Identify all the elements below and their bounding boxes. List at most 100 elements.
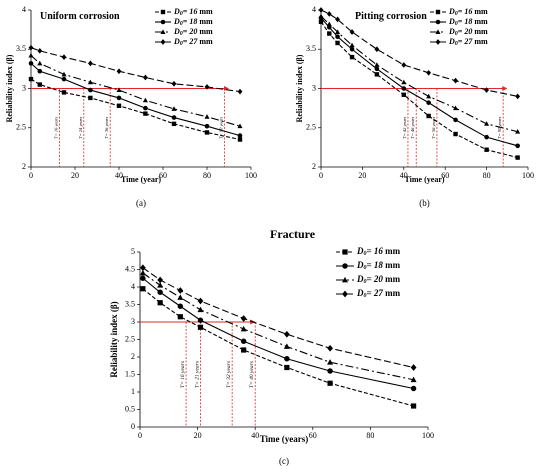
y-tick-label: 1 [131, 387, 135, 396]
data-point [204, 123, 210, 129]
data-point [204, 130, 210, 135]
data-point [326, 24, 332, 30]
data-point [28, 76, 34, 82]
data-point [37, 82, 42, 87]
legend-marker [160, 19, 166, 25]
panel-caption: (c) [279, 456, 289, 466]
data-point [88, 95, 93, 101]
data-point [515, 143, 520, 149]
data-point [401, 79, 407, 85]
data-point [326, 11, 332, 17]
y-tick-label: 4.5 [125, 264, 135, 273]
y-tick-label: 3 [131, 317, 135, 326]
data-point [116, 95, 122, 101]
data-point [61, 76, 67, 82]
data-point [237, 88, 243, 95]
data-point [157, 276, 164, 284]
data-point [177, 287, 184, 294]
data-point [61, 54, 67, 60]
series-line [142, 267, 414, 369]
data-point [240, 315, 247, 322]
legend-marker [435, 19, 441, 25]
data-point [197, 297, 204, 305]
legend-entry-label: D0= 27 mm [173, 37, 213, 48]
time-annotation: T= 40 years [248, 361, 255, 388]
y-tick-label: 4 [312, 5, 316, 14]
data-point [61, 71, 67, 77]
data-point [157, 289, 163, 295]
data-point [143, 111, 148, 116]
data-point [318, 7, 324, 13]
x-axis-label: Time (years) [260, 434, 309, 444]
data-point [142, 97, 148, 103]
x-tick-label: 20 [358, 171, 366, 180]
chart-panel-a: 0 20 40 60 80 100 2 2.5 3 3.5 4 Time (year) Reliabil… [5, 5, 257, 208]
data-point [515, 129, 521, 134]
chart-title: Fracture [270, 227, 316, 241]
time-annotation: T= 56 years [431, 116, 436, 138]
x-tick-label: 0 [138, 431, 142, 440]
data-point [484, 87, 490, 93]
data-point [61, 90, 67, 95]
y-tick-label: 1.5 [125, 369, 135, 378]
data-point [142, 74, 148, 81]
x-tick-label: 60 [441, 171, 449, 180]
data-point [426, 93, 432, 99]
data-point [401, 92, 406, 97]
y-tick-label: 3 [312, 83, 316, 92]
data-point [241, 347, 247, 353]
data-point [240, 338, 247, 344]
data-point [327, 368, 333, 374]
x-tick-label: 20 [194, 431, 202, 440]
data-point [335, 40, 340, 46]
data-point [327, 31, 332, 36]
time-annotation: T= 46 years [410, 116, 415, 138]
y-tick-label: 5 [131, 247, 135, 256]
x-tick-label: 0 [319, 171, 323, 180]
y-tick-label: 4 [131, 282, 135, 291]
data-point [327, 380, 333, 386]
data-point [401, 62, 407, 68]
data-point [349, 29, 355, 35]
x-tick-label: 80 [203, 171, 211, 180]
data-point [204, 84, 210, 90]
y-tick-label: 3.5 [125, 299, 135, 308]
y-axis-label: Reliability index (β) [5, 54, 14, 122]
time-annotation: T= 24 years [78, 116, 83, 138]
data-point [237, 133, 243, 138]
data-point [28, 61, 34, 66]
data-point [177, 303, 184, 309]
data-point [484, 147, 489, 152]
legend-entry-label: D0= 20 mm [356, 274, 401, 285]
data-point [374, 66, 380, 72]
legend-marker [342, 263, 348, 269]
data-point [374, 46, 380, 53]
time-annotation: T= 16 years [54, 116, 59, 138]
data-point [411, 403, 417, 409]
series-line [142, 272, 414, 381]
data-point [335, 34, 340, 39]
data-point [237, 123, 243, 129]
data-point [374, 72, 380, 77]
time-annotation: T= 90 years [219, 116, 224, 138]
data-point [37, 68, 43, 74]
series-line [142, 288, 414, 407]
data-point [410, 385, 417, 392]
data-point [374, 62, 380, 67]
series-line [320, 17, 518, 147]
data-point [171, 106, 177, 111]
data-point [318, 13, 324, 19]
series-line [30, 55, 241, 127]
y-axis-label: Reliability index (β) [295, 54, 304, 122]
chart-panel-c: 0 20 40 60 80 100 0 0.5 1 1.5 2 2.5 3 3.5 4 4.5 5 Time (y… [109, 227, 434, 466]
data-point [349, 46, 355, 52]
data-point [87, 60, 93, 67]
series-line [320, 9, 518, 97]
y-tick-label: 0.5 [125, 404, 135, 413]
x-tick-label: 60 [159, 171, 167, 180]
data-point [484, 134, 489, 140]
legend-marker [435, 39, 441, 45]
data-point [453, 117, 458, 123]
series-line [320, 21, 518, 159]
legend-entry-label: D0= 16 mm [173, 7, 213, 18]
